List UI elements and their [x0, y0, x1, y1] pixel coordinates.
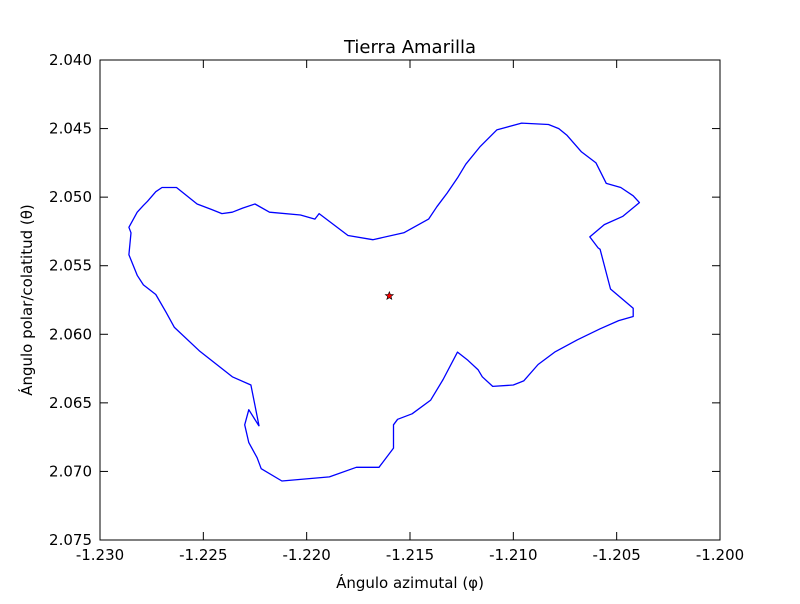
y-axis-ticks: 2.040 2.045 2.050 2.055 2.060 2.065 2.070 2.075 [49, 51, 720, 549]
x-tick-label: -1.215 [386, 546, 434, 564]
x-tick-label: -1.200 [696, 546, 744, 564]
y-axis-label: Ángulo polar/colatitud (θ) [17, 204, 36, 396]
y-tick-label: 2.050 [49, 188, 92, 206]
x-tick-label: -1.205 [592, 546, 640, 564]
y-tick-label: 2.060 [49, 325, 92, 343]
data-layer [128, 122, 641, 482]
x-tick-label: -1.225 [179, 546, 227, 564]
y-tick-label: 2.070 [49, 462, 92, 480]
x-tick-label: -1.220 [282, 546, 330, 564]
center-star-marker [384, 290, 395, 300]
plot-frame [99, 59, 721, 541]
boundary-outline-line [128, 122, 641, 482]
x-tick-label: -1.210 [489, 546, 537, 564]
y-tick-label: 2.040 [49, 51, 92, 69]
y-tick-label: 2.055 [49, 257, 92, 275]
y-tick-label: 2.075 [49, 531, 92, 549]
x-axis-label: Ángulo azimutal (φ) [336, 573, 484, 592]
chart-title: Tierra Amarilla [343, 37, 476, 58]
y-tick-label: 2.065 [49, 394, 92, 412]
x-tick-label: -1.230 [76, 546, 124, 564]
y-tick-label: 2.045 [49, 120, 92, 138]
x-axis-ticks: -1.230 -1.225 -1.220 -1.215 -1.210 -1.205 -1.2… [76, 60, 744, 564]
